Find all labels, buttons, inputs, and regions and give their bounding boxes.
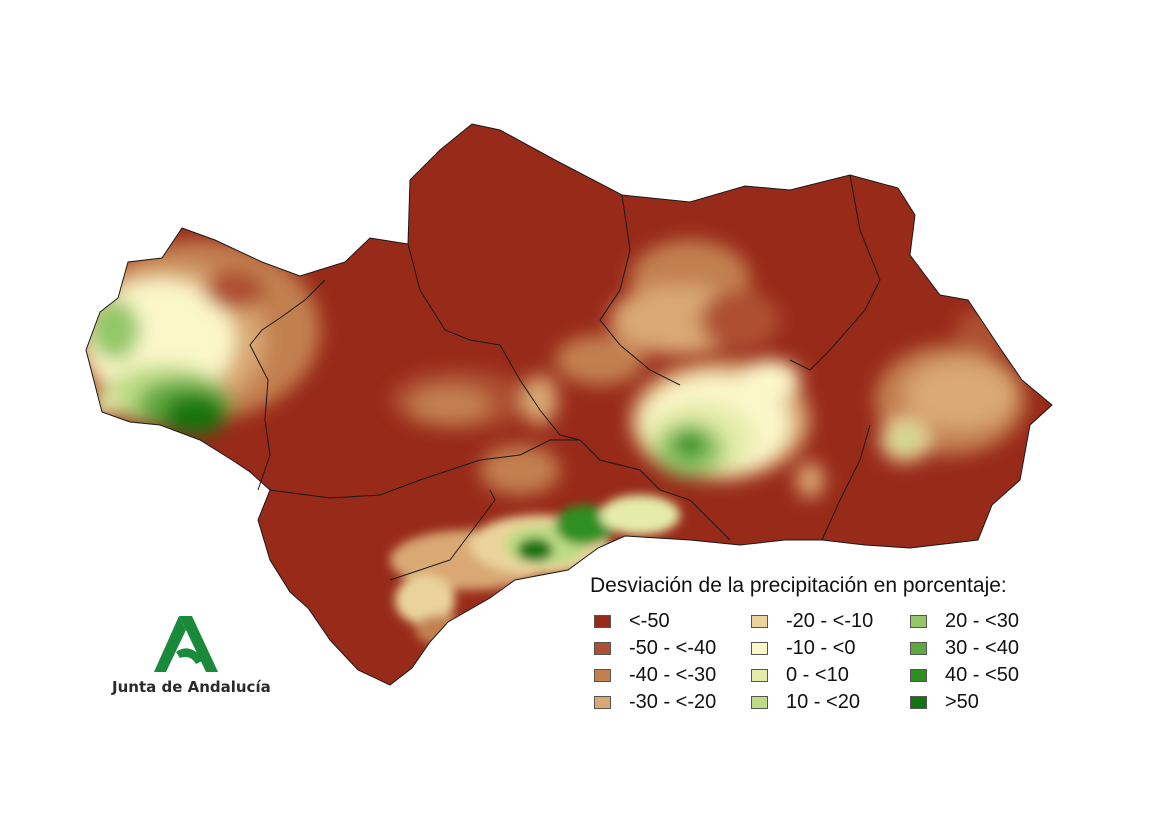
legend-item: 30 - <40 bbox=[910, 637, 1019, 659]
legend-item: -50 - <-40 bbox=[594, 637, 716, 659]
legend-label: -40 - <-30 bbox=[629, 663, 717, 686]
legend-item: 20 - <30 bbox=[910, 610, 1019, 632]
legend-label: 20 - <30 bbox=[945, 609, 1019, 632]
legend-item: 10 - <20 bbox=[751, 691, 860, 713]
legend-swatch bbox=[594, 641, 611, 655]
legend-swatch bbox=[910, 641, 927, 655]
legend-swatch bbox=[910, 668, 927, 682]
legend-title: Desviación de la precipitación en porcen… bbox=[590, 574, 1007, 597]
legend-label: >50 bbox=[945, 690, 979, 713]
legend-swatch bbox=[594, 695, 611, 709]
legend-swatch bbox=[751, 614, 768, 628]
legend-label: 40 - <50 bbox=[945, 663, 1019, 686]
legend-label: -10 - <0 bbox=[786, 636, 856, 659]
legend-swatch bbox=[594, 614, 611, 628]
province-borders bbox=[85, 123, 1053, 686]
legend-item: 0 - <10 bbox=[751, 664, 849, 686]
legend-swatch bbox=[910, 695, 927, 709]
logo-text: Junta de Andalucía bbox=[112, 678, 271, 696]
junta-de-andalucia-logo: Junta de Andalucía bbox=[112, 612, 271, 702]
andalucia-a-logo-icon bbox=[154, 616, 218, 672]
legend-label: 10 - <20 bbox=[786, 690, 860, 713]
legend-swatch bbox=[751, 641, 768, 655]
legend-item: -40 - <-30 bbox=[594, 664, 716, 686]
legend-item: >50 bbox=[910, 691, 979, 713]
legend-label: -20 - <-10 bbox=[786, 609, 874, 632]
legend-swatch bbox=[751, 668, 768, 682]
legend-swatch bbox=[594, 668, 611, 682]
legend-label: <-50 bbox=[629, 609, 670, 632]
legend-item: -30 - <-20 bbox=[594, 691, 716, 713]
legend-swatch bbox=[751, 695, 768, 709]
legend-item: 40 - <50 bbox=[910, 664, 1019, 686]
legend-label: 30 - <40 bbox=[945, 636, 1019, 659]
legend-swatch bbox=[910, 614, 927, 628]
legend-item: -10 - <0 bbox=[751, 637, 855, 659]
legend-item: -20 - <-10 bbox=[751, 610, 873, 632]
legend-label: -50 - <-40 bbox=[629, 636, 717, 659]
legend-item: <-50 bbox=[594, 610, 670, 632]
legend-label: 0 - <10 bbox=[786, 663, 849, 686]
legend-label: -30 - <-20 bbox=[629, 690, 717, 713]
